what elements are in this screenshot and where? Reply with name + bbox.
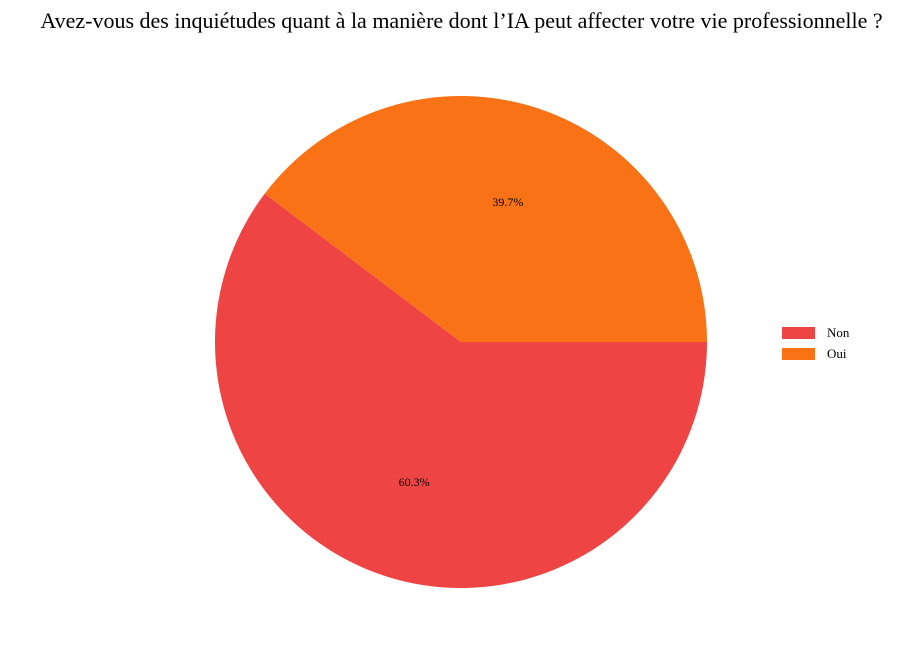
- pie-slice-oui: [264, 95, 707, 342]
- legend-swatch-oui: [782, 347, 815, 360]
- legend-item-oui: Oui: [782, 343, 849, 364]
- slice-label-non: 60.3%: [399, 475, 430, 489]
- legend-label-non: Non: [827, 324, 850, 340]
- chart-title: Avez-vous des inquiétudes quant à la man…: [40, 8, 883, 33]
- legend-swatch-non: [782, 326, 815, 339]
- pie-slice-non: [215, 193, 708, 588]
- legend: Non Oui: [782, 322, 849, 364]
- legend-item-non: Non: [782, 322, 849, 343]
- legend-label-oui: Oui: [827, 345, 847, 361]
- slice-label-oui: 39.7%: [492, 195, 523, 209]
